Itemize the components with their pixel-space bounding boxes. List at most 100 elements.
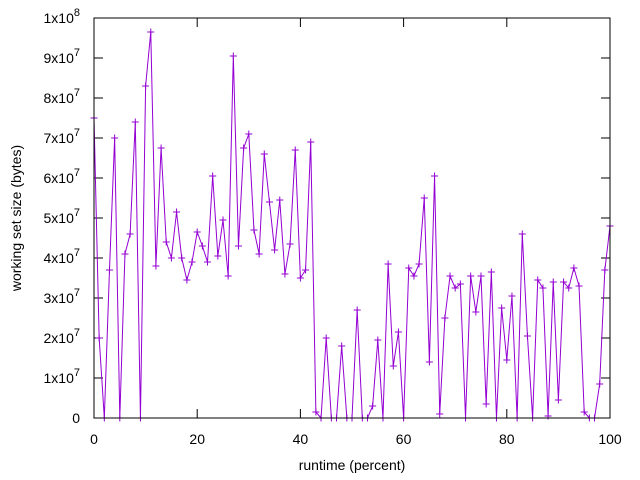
data-point [570,264,578,272]
data-point [234,242,242,250]
data-point [436,410,444,418]
data-point [209,172,217,180]
x-tick-label: 100 [598,431,622,447]
data-point [142,82,150,90]
data-point [518,230,526,238]
y-tick-label: 1x108 [44,7,80,26]
data-point [204,258,212,266]
data-point [302,266,310,274]
y-tick-label: 8x107 [44,87,80,106]
data-point [467,272,475,280]
data-point [389,362,397,370]
data-point [322,334,330,342]
y-axis-ticks: 0 1x107 2x107 3x107 4x107 5x107 6x107 7x107 8x10… [44,7,610,426]
data-point [167,254,175,262]
data-point [173,208,181,216]
data-point [575,282,583,290]
data-point [374,336,382,344]
y-tick-label: 5x107 [44,207,80,226]
data-point [384,260,392,268]
y-tick-label: 6x107 [44,167,80,186]
data-point [425,358,433,366]
y-tick-label: 1x107 [44,367,80,386]
y-axis-label: working set size (bytes) [8,145,24,292]
data-point [271,246,279,254]
data-point [441,314,449,322]
data-point [291,146,299,154]
data-point [296,274,304,282]
data-point [111,134,119,142]
data-point [95,334,103,342]
data-point [420,194,428,202]
data-point [560,278,568,286]
data-point [229,52,237,60]
data-point [265,198,273,206]
data-point [394,328,402,336]
data-point [487,268,495,276]
data-point [405,264,413,272]
data-point [255,250,263,258]
data-point [431,172,439,180]
y-tick-label: 9x107 [44,47,80,66]
data-point [131,118,139,126]
data-point [188,258,196,266]
data-point [508,292,516,300]
data-point [554,396,562,404]
x-axis-label: runtime (percent) [299,457,406,473]
data-point [596,380,604,388]
data-point [549,278,557,286]
x-tick-label: 0 [90,431,98,447]
data-point [446,272,454,280]
data-point [157,144,165,152]
data-point [307,138,315,146]
data-point [353,306,361,314]
data-point [245,130,253,138]
data-point [503,356,511,364]
data-point [565,284,573,292]
y-tick-label: 7x107 [44,127,80,146]
data-point [312,408,320,416]
x-tick-label: 20 [189,431,205,447]
data-point [219,216,227,224]
data-point [126,230,134,238]
data-point [183,276,191,284]
data-point [369,402,377,410]
y-tick-label: 3x107 [44,287,80,306]
plot-frame [93,17,611,419]
data-point [498,304,506,312]
data-point [260,150,268,158]
data-point [482,400,490,408]
data-point [276,196,284,204]
data-point [214,252,222,260]
data-point [105,266,113,274]
data-point [523,332,531,340]
data-point [477,272,485,280]
data-point [472,308,480,316]
data-point [121,250,129,258]
data-point [240,144,248,152]
data-point [286,240,294,248]
y-tick-label: 0 [72,410,80,426]
x-tick-label: 80 [499,431,515,447]
data-point [178,254,186,262]
x-tick-label: 40 [293,431,309,447]
data-point [198,242,206,250]
data-point [601,266,609,274]
data-point [338,342,346,350]
data-point [193,228,201,236]
data-point [456,280,464,288]
data-point [580,408,588,416]
y-tick-label: 2x107 [44,327,80,346]
y-tick-label: 4x107 [44,247,80,266]
data-point [162,238,170,246]
data-point [410,272,418,280]
x-tick-label: 60 [396,431,412,447]
data-point [534,276,542,284]
data-point [451,284,459,292]
data-point [415,260,423,268]
data-point [224,272,232,280]
data-point [539,284,547,292]
data-point [147,28,155,36]
